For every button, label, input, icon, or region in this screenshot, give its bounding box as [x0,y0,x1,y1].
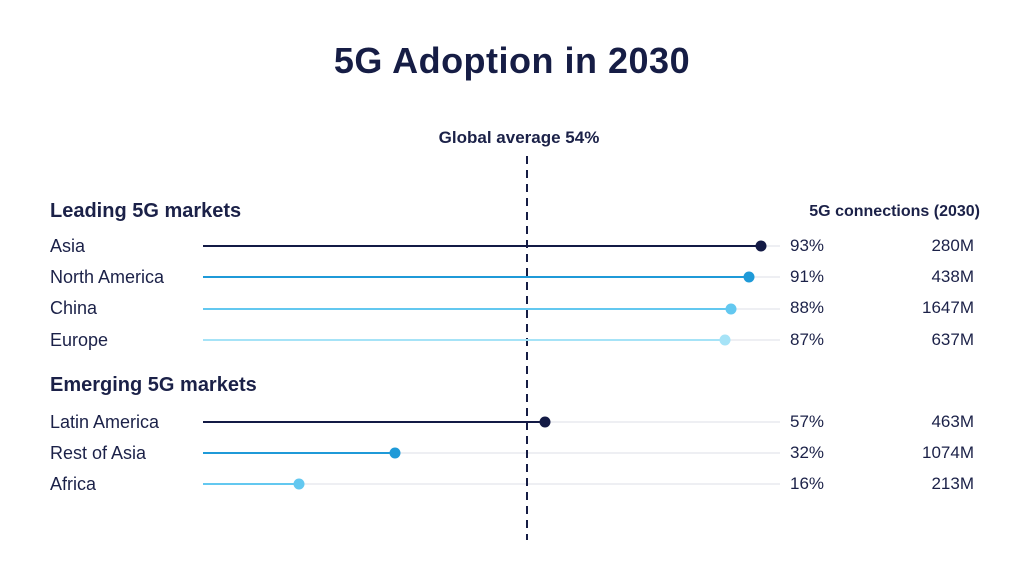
row-percent: 32% [790,443,825,462]
row-connections: 213M [931,474,974,493]
row-percent: 93% [790,236,825,255]
row-percent: 57% [790,412,825,431]
row-connections: 637M [931,330,974,349]
row-connections: 1647M [922,298,974,317]
lollipop-dot [755,240,767,252]
row-percent: 88% [790,298,825,317]
lollipop-dot [725,303,737,315]
group-label-leading: Leading 5G markets [50,200,242,222]
row-connections: 1074M [922,443,974,462]
row-label: Asia [50,236,86,256]
row-label: Rest of Asia [50,443,147,463]
row-connections: 463M [931,412,974,431]
lollipop-dot [719,334,731,346]
row-label: North America [50,267,165,287]
lollipop-dot [293,478,305,490]
connections-column-header: 5G connections (2030) [809,203,980,220]
row-label: Africa [50,474,97,494]
group-label-emerging: Emerging 5G markets [50,374,257,396]
row-label: Europe [50,330,109,350]
row-label: China [50,298,98,318]
row-percent: 16% [790,474,825,493]
global-average-label: Global average 54% [438,128,600,147]
chart-title: 5G Adoption in 2030 [333,40,691,81]
row-connections: 280M [931,236,974,255]
lollipop-dot [743,271,755,283]
lollipop-dot [389,447,401,459]
row-connections: 438M [931,267,974,286]
row-percent: 87% [790,330,825,349]
row-label: Latin America [50,412,160,432]
lollipop-dot [539,416,551,428]
row-percent: 91% [790,267,825,286]
